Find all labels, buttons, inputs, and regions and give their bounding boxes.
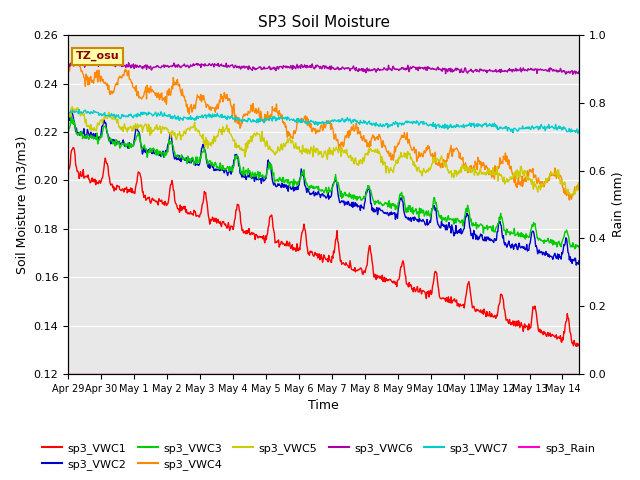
Title: SP3 Soil Moisture: SP3 Soil Moisture bbox=[257, 15, 390, 30]
Legend: sp3_VWC1, sp3_VWC2, sp3_VWC3, sp3_VWC4, sp3_VWC5, sp3_VWC6, sp3_VWC7, sp3_Rain: sp3_VWC1, sp3_VWC2, sp3_VWC3, sp3_VWC4, … bbox=[38, 438, 600, 474]
X-axis label: Time: Time bbox=[308, 399, 339, 412]
Y-axis label: Soil Moisture (m3/m3): Soil Moisture (m3/m3) bbox=[15, 135, 28, 274]
Text: TZ_osu: TZ_osu bbox=[76, 51, 120, 61]
Y-axis label: Rain (mm): Rain (mm) bbox=[612, 172, 625, 238]
